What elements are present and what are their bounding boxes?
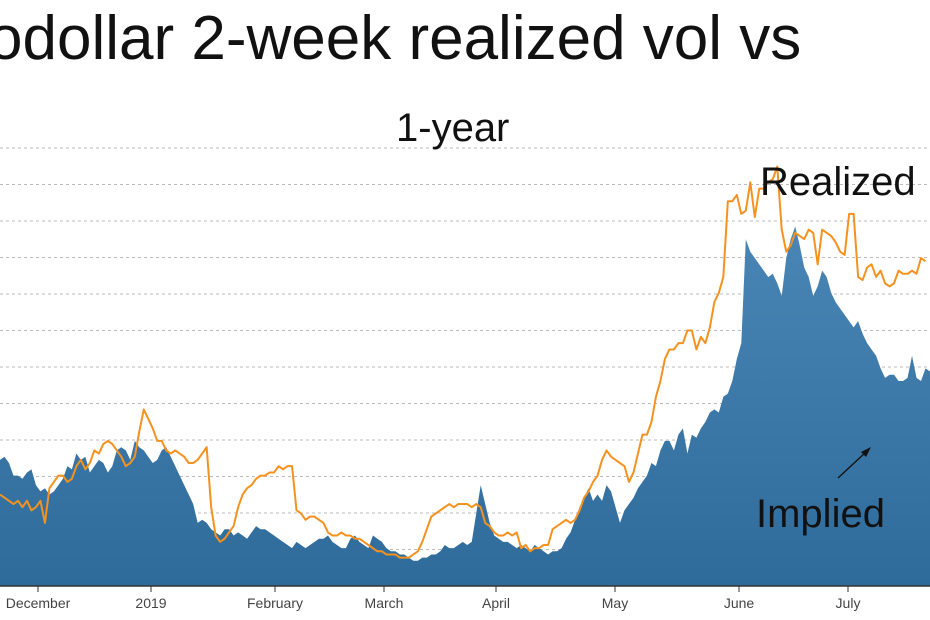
annotation-arrowhead bbox=[861, 447, 871, 457]
x-tick-label: December bbox=[6, 595, 71, 611]
series-implied-area bbox=[0, 226, 930, 587]
x-tick-label: 2019 bbox=[135, 595, 166, 611]
x-tick-label: April bbox=[482, 595, 510, 611]
chart-title: odollar 2-week realized vol vs bbox=[0, 4, 802, 73]
x-tick-label: May bbox=[602, 595, 628, 611]
annotation-implied: Implied bbox=[756, 492, 885, 536]
x-tick-label: June bbox=[724, 595, 755, 611]
annotation-realized: Realized bbox=[760, 160, 916, 204]
series-realized-line bbox=[0, 165, 927, 559]
annotation-arrow bbox=[837, 451, 867, 479]
chart-subtitle: 1-year bbox=[396, 106, 510, 150]
x-tick-label: July bbox=[836, 595, 861, 611]
x-tick-label: February bbox=[247, 595, 303, 611]
x-tick-label: March bbox=[365, 595, 404, 611]
